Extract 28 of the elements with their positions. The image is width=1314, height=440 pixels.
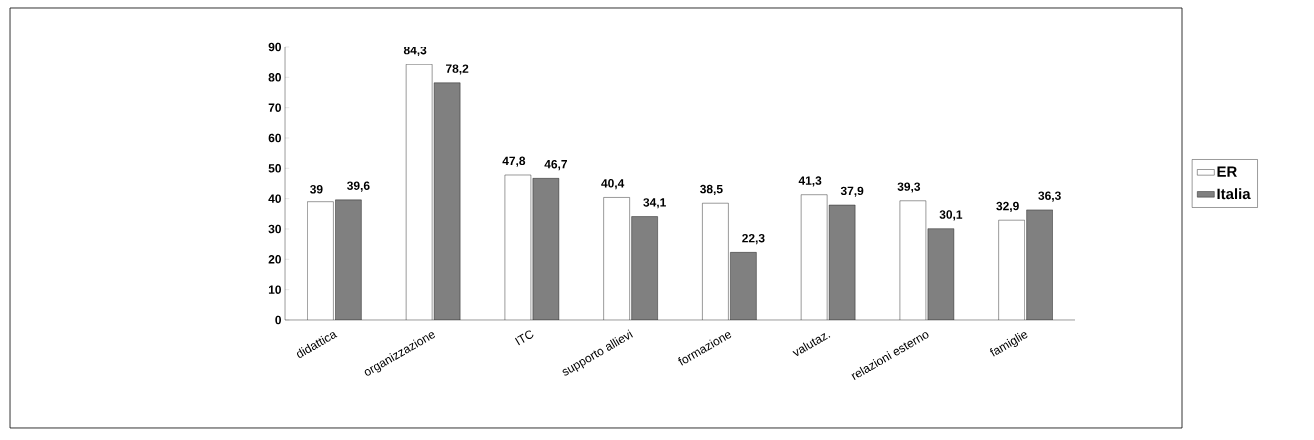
data-label: 41,3	[798, 176, 822, 187]
y-tick-label: 10	[268, 285, 281, 294]
data-label: 39	[310, 185, 323, 194]
y-tick-label: 40	[268, 194, 281, 203]
data-label: 46,7	[544, 159, 567, 171]
data-label: 30,1	[939, 210, 963, 221]
data-label: 34,1	[643, 198, 666, 209]
data-label: 37,9	[840, 186, 864, 197]
data-label: 39,6	[347, 181, 370, 192]
data-label: 36,3	[1038, 191, 1061, 202]
y-tick-label: 70	[268, 103, 281, 112]
data-label: 47,8	[502, 156, 526, 167]
legend-label: Italia	[1217, 188, 1251, 200]
data-label: 39,3	[897, 182, 921, 193]
data-label: 78,2	[446, 64, 469, 75]
y-tick-label: 80	[268, 73, 281, 82]
y-tick-label: 90	[268, 42, 281, 52]
y-tick-label: 50	[268, 164, 281, 173]
x-tick-label: ITC	[514, 330, 534, 346]
data-label: 38,5	[700, 184, 723, 196]
y-tick-label: 20	[268, 255, 281, 264]
data-label: 40,4	[601, 179, 625, 190]
data-label: 32,9	[996, 201, 1019, 212]
y-tick-label: 0	[275, 315, 282, 325]
data-label: 22,3	[742, 233, 765, 245]
y-tick-label: 30	[268, 224, 281, 234]
y-tick-label: 60	[268, 133, 281, 143]
legend-label: ER	[1217, 166, 1237, 177]
